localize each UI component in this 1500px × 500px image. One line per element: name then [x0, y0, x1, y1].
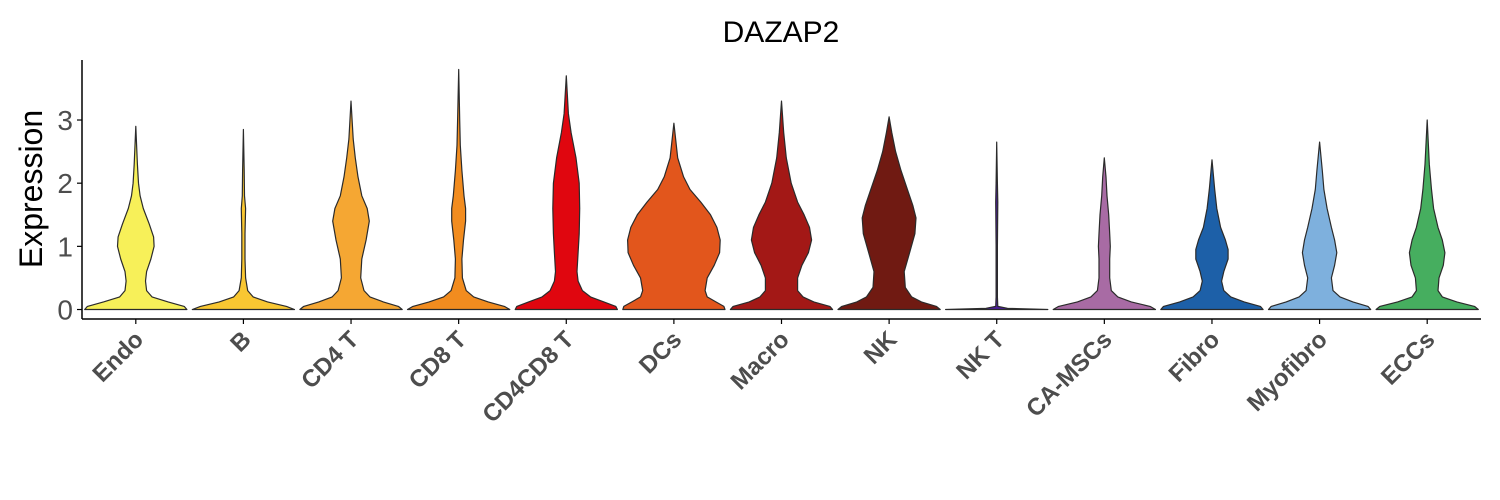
- y-axis-title: Expression: [13, 110, 49, 268]
- violin-cd4-t: [299, 100, 403, 311]
- y-tick-label: 0: [57, 295, 73, 326]
- x-tick-label: CD8 T: [404, 326, 472, 394]
- y-tick-label: 2: [57, 168, 73, 199]
- violin-ca-mscs: [1052, 157, 1157, 311]
- x-tick-label: NK T: [951, 326, 1010, 385]
- x-tick-label: Myofibro: [1242, 326, 1333, 417]
- violin-nk-t: [945, 141, 1049, 311]
- violin-fibro: [1160, 159, 1264, 311]
- x-tick-label: CD4CD8 T: [477, 326, 579, 428]
- violin-b: [191, 128, 296, 311]
- violin-macro: [729, 100, 834, 311]
- violin-cd8-t: [406, 68, 511, 311]
- violins-group: [84, 68, 1479, 311]
- violin-myofibro: [1267, 141, 1372, 311]
- x-tick-label: CD4 T: [296, 326, 364, 394]
- y-tick-label: 1: [57, 231, 73, 262]
- x-tick-label: NK: [859, 326, 903, 370]
- x-tick-label: ECCs: [1376, 326, 1440, 390]
- y-ticks-group: 0 1 2 3: [57, 105, 82, 326]
- x-tick-label: Macro: [726, 326, 795, 395]
- violin-endo: [84, 125, 188, 311]
- violin-eccs: [1375, 119, 1479, 311]
- x-tick-label: Fibro: [1164, 326, 1226, 388]
- violin-nk: [837, 116, 941, 311]
- x-tick-label: DCs: [634, 326, 687, 379]
- x-tick-label: CA-MSCs: [1021, 326, 1117, 422]
- x-tick-label: Endo: [88, 326, 150, 388]
- chart-title: DAZAP2: [723, 16, 840, 49]
- y-tick-label: 3: [57, 105, 73, 136]
- violin-cd4cd8-t: [514, 75, 618, 311]
- x-ticks-group: Endo B CD4 T CD8 T CD4CD8 T DCs Macro NK NK T CA-…: [88, 319, 1440, 428]
- violin-dcs: [622, 122, 726, 311]
- x-tick-label: B: [225, 326, 256, 357]
